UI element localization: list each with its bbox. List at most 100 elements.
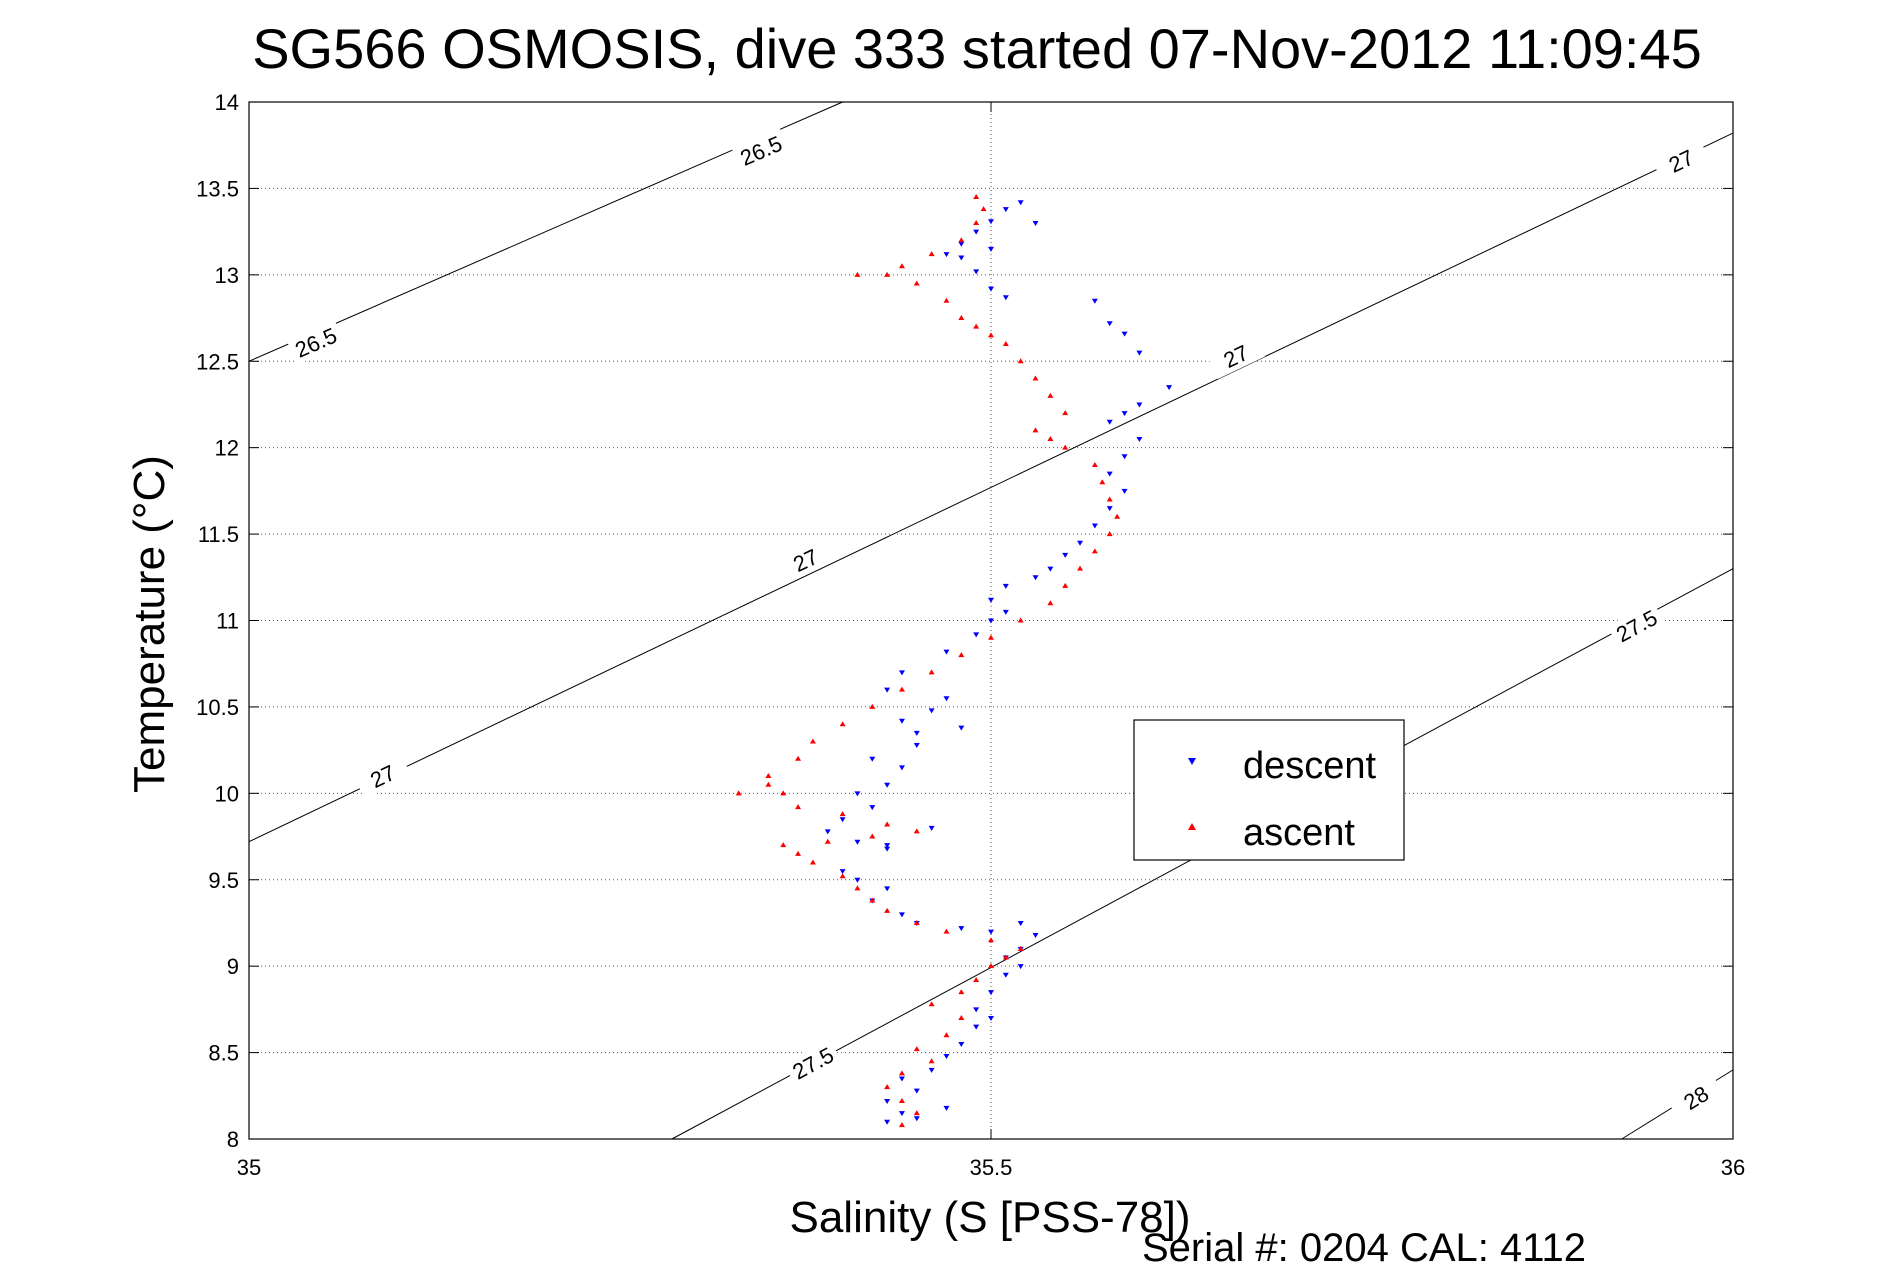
contour-label-bg: [1666, 1072, 1725, 1123]
descent-point: [988, 246, 994, 252]
ascent-point: [1017, 358, 1024, 364]
contour-label: 26.5: [291, 323, 340, 363]
descent-point: [973, 632, 980, 638]
descent-point: [1062, 552, 1069, 558]
ascent-point: [824, 838, 831, 844]
descent-point: [884, 782, 891, 788]
descent-point: [1032, 933, 1039, 939]
descent-point: [1106, 419, 1113, 425]
ascent-point: [1077, 565, 1084, 571]
ascent-point: [869, 703, 876, 709]
descent-point: [913, 730, 920, 736]
descent-point: [913, 1088, 920, 1094]
series-descent: [824, 200, 1173, 1125]
ascent-point: [988, 634, 994, 640]
descent-point: [988, 929, 994, 935]
descent-point: [854, 877, 861, 883]
descent-point: [1032, 575, 1039, 581]
y-tick-label: 9: [227, 954, 239, 979]
ascent-point: [943, 1032, 950, 1038]
descent-point: [973, 229, 980, 235]
ascent-point: [928, 669, 935, 675]
y-tick-label: 8: [227, 1127, 239, 1152]
descent-point: [884, 846, 891, 852]
descent-point: [913, 742, 920, 748]
descent-point: [1121, 488, 1128, 494]
descent-point: [1032, 220, 1039, 226]
x-tick-label: 36: [1721, 1155, 1745, 1180]
contour-label-bg: [783, 1039, 842, 1087]
descent-point: [913, 1116, 920, 1122]
ascent-point: [1099, 479, 1106, 485]
ascent-point: [913, 828, 920, 834]
data-points: [735, 194, 1173, 1128]
ascent-point: [988, 332, 994, 338]
ascent-point: [839, 811, 846, 817]
contour-label: 26.5: [737, 131, 786, 171]
ascent-point: [913, 919, 920, 925]
ascent-point: [1062, 582, 1069, 588]
ascent-point: [765, 781, 772, 787]
ascent-point: [1114, 513, 1121, 519]
y-tick-label: 12: [215, 436, 239, 461]
descent-point: [973, 269, 980, 275]
series-ascent: [735, 194, 1121, 1128]
descent-point: [973, 1024, 980, 1030]
ascent-point: [854, 885, 861, 891]
ascent-point: [943, 297, 950, 303]
ascent-point: [1017, 945, 1024, 951]
serial-cal-footer: Serial #: 0204 CAL: 4112: [1142, 1226, 1586, 1262]
ascent-point: [884, 271, 891, 277]
descent-point: [824, 829, 831, 835]
descent-point: [958, 255, 965, 261]
chart-title: SG566 OSMOSIS, dive 333 started 07-Nov-2…: [252, 17, 1702, 80]
descent-point: [1121, 454, 1128, 460]
y-tick-label: 14: [215, 90, 239, 115]
y-tick-label: 13: [215, 263, 239, 288]
ascent-point: [973, 323, 980, 329]
ascent-point: [809, 738, 816, 744]
ascent-point: [884, 907, 891, 913]
ascent-point: [809, 859, 816, 865]
legend-ascent-marker: [1188, 823, 1196, 830]
ascent-point: [958, 315, 965, 321]
legend-descent-marker: [1188, 758, 1196, 765]
y-axis-label: Temperature (°C): [125, 455, 174, 793]
ascent-point: [1062, 410, 1069, 416]
ascent-point: [1032, 427, 1039, 433]
descent-point: [988, 618, 994, 624]
ascent-point: [735, 790, 742, 796]
descent-point: [988, 219, 994, 225]
descent-point: [854, 839, 861, 845]
ascent-point: [928, 1058, 935, 1064]
descent-point: [1002, 295, 1009, 301]
descent-point: [884, 843, 891, 849]
descent-point: [928, 708, 935, 714]
descent-point: [869, 805, 876, 811]
descent-point: [839, 817, 846, 823]
descent-point: [943, 1054, 950, 1060]
ascent-point: [1017, 617, 1024, 623]
descent-point: [973, 1007, 980, 1013]
ascent-point: [1032, 375, 1039, 381]
y-tick-label: 10.5: [196, 695, 239, 720]
ascent-point: [780, 842, 787, 848]
ascent-point: [1002, 340, 1009, 346]
ascent-point: [1047, 392, 1054, 398]
descent-point: [988, 597, 994, 603]
y-tick-label: 12.5: [196, 349, 239, 374]
descent-point: [898, 718, 905, 724]
descent-point: [1166, 385, 1173, 391]
ascent-point: [958, 989, 965, 995]
axis-ticks: 8 8.5 9 9.5 10 10.5 11 11.5 12 12.5 13 13.5 14 35 35.5…: [196, 90, 1745, 1180]
descent-point: [1017, 920, 1024, 926]
ascent-point: [1106, 496, 1113, 502]
ascent-point: [1002, 954, 1009, 960]
ascent-point: [898, 1097, 905, 1103]
ascent-point: [913, 280, 920, 286]
ascent-point: [913, 1110, 920, 1116]
ascent-point: [1062, 444, 1069, 450]
ascent-point: [898, 686, 905, 692]
